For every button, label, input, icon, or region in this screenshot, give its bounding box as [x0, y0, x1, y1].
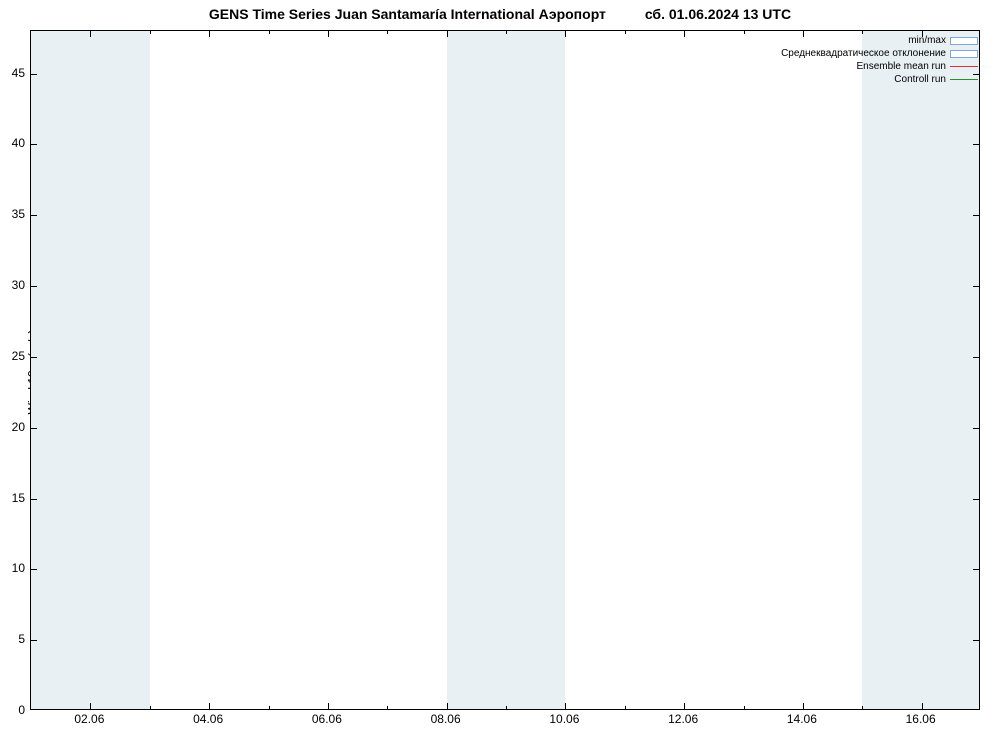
x-tick	[328, 703, 329, 709]
y-tick	[31, 428, 37, 429]
legend-item: min/max	[781, 34, 978, 47]
y-tick	[973, 357, 979, 358]
y-tick-label: 20	[0, 420, 25, 434]
y-tick-label: 25	[0, 349, 25, 363]
y-tick-label: 30	[0, 278, 25, 292]
y-tick	[31, 357, 37, 358]
x-tick	[922, 703, 923, 709]
x-tick	[209, 31, 210, 37]
x-tick-label: 04.06	[178, 712, 238, 726]
legend-swatch	[950, 50, 978, 58]
x-minor-tick	[625, 706, 626, 709]
x-tick	[328, 31, 329, 37]
x-tick-label: 10.06	[534, 712, 594, 726]
legend: min/max Среднеквадратическое отклонение …	[781, 34, 978, 86]
weekend-band	[447, 31, 566, 709]
y-tick	[31, 144, 37, 145]
chart-title: GENS Time Series Juan Santamaría Interna…	[0, 6, 1000, 22]
y-tick	[973, 428, 979, 429]
y-tick	[31, 74, 37, 75]
x-minor-tick	[150, 706, 151, 709]
y-tick	[31, 499, 37, 500]
plot-area	[30, 30, 980, 710]
title-location: Juan Santamaría International Аэропорт	[335, 6, 606, 22]
weekend-band	[31, 31, 150, 709]
legend-label: Ensemble mean run	[857, 61, 947, 72]
y-tick-label: 15	[0, 491, 25, 505]
title-datetime: сб. 01.06.2024 13 UTC	[645, 6, 791, 22]
y-tick	[973, 286, 979, 287]
x-tick	[209, 703, 210, 709]
x-minor-tick	[506, 31, 507, 34]
x-minor-tick	[744, 31, 745, 34]
legend-label: Среднеквадратическое отклонение	[781, 48, 946, 59]
x-tick-label: 12.06	[653, 712, 713, 726]
x-minor-tick	[506, 706, 507, 709]
x-tick	[565, 703, 566, 709]
y-tick	[973, 499, 979, 500]
y-tick-label: 45	[0, 66, 25, 80]
x-tick-label: 06.06	[297, 712, 357, 726]
y-tick-label: 10	[0, 561, 25, 575]
legend-item: Controll run	[781, 73, 978, 86]
x-minor-tick	[269, 31, 270, 34]
y-tick-label: 40	[0, 136, 25, 150]
y-tick-label: 5	[0, 632, 25, 646]
x-tick-label: 08.06	[416, 712, 476, 726]
legend-line	[950, 66, 978, 67]
x-tick	[90, 31, 91, 37]
y-tick	[973, 215, 979, 216]
y-tick-label: 0	[0, 703, 25, 717]
legend-label: min/max	[908, 35, 946, 46]
x-minor-tick	[862, 706, 863, 709]
x-tick-label: 16.06	[891, 712, 951, 726]
x-tick	[684, 703, 685, 709]
x-tick	[565, 31, 566, 37]
x-tick	[684, 31, 685, 37]
x-tick-label: 14.06	[772, 712, 832, 726]
legend-item: Ensemble mean run	[781, 60, 978, 73]
chart-container: GENS Time Series Juan Santamaría Interna…	[0, 0, 1000, 733]
y-tick	[973, 640, 979, 641]
y-tick	[31, 286, 37, 287]
y-tick	[973, 144, 979, 145]
y-tick-label: 35	[0, 207, 25, 221]
y-tick	[31, 569, 37, 570]
legend-line	[950, 79, 978, 80]
x-minor-tick	[387, 31, 388, 34]
y-tick	[973, 569, 979, 570]
x-tick	[447, 703, 448, 709]
weekend-band	[862, 31, 980, 709]
y-tick	[31, 640, 37, 641]
x-tick	[90, 703, 91, 709]
title-series: GENS Time Series	[209, 6, 331, 22]
y-tick	[31, 215, 37, 216]
x-tick	[447, 31, 448, 37]
x-tick	[803, 703, 804, 709]
x-minor-tick	[269, 706, 270, 709]
x-minor-tick	[150, 31, 151, 34]
x-minor-tick	[387, 706, 388, 709]
x-minor-tick	[744, 706, 745, 709]
x-tick-label: 02.06	[59, 712, 119, 726]
legend-label: Controll run	[894, 74, 946, 85]
x-minor-tick	[625, 31, 626, 34]
legend-swatch	[950, 37, 978, 45]
legend-item: Среднеквадратическое отклонение	[781, 47, 978, 60]
